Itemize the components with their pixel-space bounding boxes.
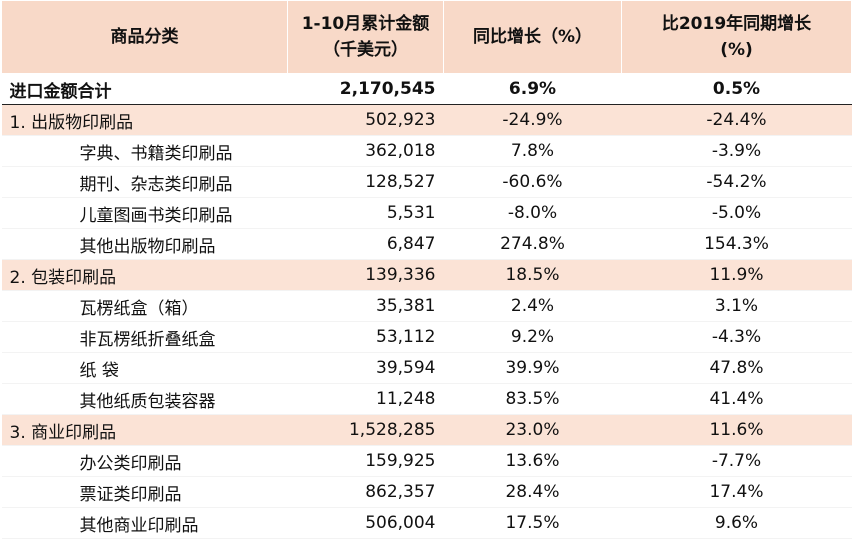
header-yoy: 同比增长（%）	[443, 0, 622, 74]
row-vs2019: 41.4%	[621, 383, 852, 415]
row-vs2019: -7.7%	[621, 445, 852, 477]
row-amount: 5,531	[287, 197, 444, 229]
row-yoy: -8.0%	[443, 197, 622, 229]
table-row: 其他纸质包装容器 11,248 83.5% 41.4%	[1, 383, 852, 415]
row-name: 办公类印刷品	[1, 445, 288, 477]
row-yoy: 18.5%	[443, 259, 622, 291]
row-vs2019: 17.4%	[621, 476, 852, 508]
row-yoy: -24.9%	[443, 104, 622, 136]
row-vs2019: -24.4%	[621, 104, 852, 136]
row-yoy: 39.9%	[443, 352, 622, 384]
header-row: 商品分类 1-10月累计金额 （千美元） 同比增长（%） 比2019年同期增长 …	[1, 0, 852, 74]
table-row: 儿童图画书类印刷品 5,531 -8.0% -5.0%	[1, 197, 852, 229]
row-name: 瓦楞纸盒（箱）	[1, 290, 288, 322]
row-vs2019: 154.3%	[621, 228, 852, 260]
row-name: 儿童图画书类印刷品	[1, 197, 288, 229]
row-amount: 862,357	[287, 476, 444, 508]
row-yoy: 274.8%	[443, 228, 622, 260]
table-row: 办公类印刷品 159,925 13.6% -7.7%	[1, 445, 852, 477]
row-amount: 6,847	[287, 228, 444, 260]
row-name: 进口金额合计	[1, 73, 288, 105]
row-name: 3. 商业印刷品	[1, 414, 288, 446]
row-amount: 39,594	[287, 352, 444, 384]
row-name: 1. 出版物印刷品	[1, 104, 288, 136]
header-category: 商品分类	[1, 0, 288, 74]
table-row: 进口金额合计 2,170,545 6.9% 0.5%	[1, 73, 852, 105]
row-yoy: 6.9%	[443, 73, 622, 105]
table-row: 1. 出版物印刷品 502,923 -24.9% -24.4%	[1, 104, 852, 136]
table-row: 期刊、杂志类印刷品 128,527 -60.6% -54.2%	[1, 166, 852, 198]
row-vs2019: 11.9%	[621, 259, 852, 291]
row-amount: 2,170,545	[287, 73, 444, 105]
row-amount: 506,004	[287, 507, 444, 539]
header-vs2019-line1: 比2019年同期增长	[661, 14, 812, 34]
header-amount-line1: 1-10月累计金额	[301, 14, 430, 34]
row-amount: 35,381	[287, 290, 444, 322]
row-name: 2. 包装印刷品	[1, 259, 288, 291]
row-name: 其他纸质包装容器	[1, 383, 288, 415]
row-vs2019: 11.6%	[621, 414, 852, 446]
row-yoy: 7.8%	[443, 135, 622, 167]
row-name: 期刊、杂志类印刷品	[1, 166, 288, 198]
header-amount-line2: （千美元）	[323, 40, 408, 60]
row-yoy: 28.4%	[443, 476, 622, 508]
header-vs2019-line2: (%)	[720, 40, 753, 60]
row-vs2019: 3.1%	[621, 290, 852, 322]
row-vs2019: 9.6%	[621, 507, 852, 539]
row-name: 纸 袋	[1, 352, 288, 384]
table-row: 2. 包装印刷品 139,336 18.5% 11.9%	[1, 259, 852, 291]
table-row: 其他出版物印刷品 6,847 274.8% 154.3%	[1, 228, 852, 260]
row-name: 字典、书籍类印刷品	[1, 135, 288, 167]
row-yoy: -60.6%	[443, 166, 622, 198]
table-row: 非瓦楞纸折叠纸盒 53,112 9.2% -4.3%	[1, 321, 852, 353]
table-row: 3. 商业印刷品 1,528,285 23.0% 11.6%	[1, 414, 852, 446]
row-yoy: 9.2%	[443, 321, 622, 353]
row-vs2019: -3.9%	[621, 135, 852, 167]
table-row: 字典、书籍类印刷品 362,018 7.8% -3.9%	[1, 135, 852, 167]
row-vs2019: -54.2%	[621, 166, 852, 198]
table-body: 进口金额合计 2,170,545 6.9% 0.5% 1. 出版物印刷品 502,923-…	[1, 73, 852, 539]
row-amount: 502,923	[287, 104, 444, 136]
row-amount: 128,527	[287, 166, 444, 198]
row-vs2019: -5.0%	[621, 197, 852, 229]
table-row: 纸 袋 39,594 39.9% 47.8%	[1, 352, 852, 384]
row-amount: 159,925	[287, 445, 444, 477]
header-amount: 1-10月累计金额 （千美元）	[287, 0, 444, 74]
row-yoy: 17.5%	[443, 507, 622, 539]
row-name: 其他出版物印刷品	[1, 228, 288, 260]
row-vs2019: -4.3%	[621, 321, 852, 353]
row-amount: 362,018	[287, 135, 444, 167]
table-row: 其他商业印刷品 506,004 17.5% 9.6%	[1, 507, 852, 539]
row-name: 其他商业印刷品	[1, 507, 288, 539]
table-row: 票证类印刷品 862,357 28.4% 17.4%	[1, 476, 852, 508]
row-vs2019: 0.5%	[621, 73, 852, 105]
row-yoy: 13.6%	[443, 445, 622, 477]
row-yoy: 83.5%	[443, 383, 622, 415]
row-amount: 11,248	[287, 383, 444, 415]
row-amount: 139,336	[287, 259, 444, 291]
row-name: 非瓦楞纸折叠纸盒	[1, 321, 288, 353]
row-yoy: 23.0%	[443, 414, 622, 446]
row-vs2019: 47.8%	[621, 352, 852, 384]
row-amount: 53,112	[287, 321, 444, 353]
row-name: 票证类印刷品	[1, 476, 288, 508]
row-amount: 1,528,285	[287, 414, 444, 446]
header-vs2019: 比2019年同期增长 (%)	[621, 0, 852, 74]
row-yoy: 2.4%	[443, 290, 622, 322]
table-row: 瓦楞纸盒（箱） 35,381 2.4% 3.1%	[1, 290, 852, 322]
